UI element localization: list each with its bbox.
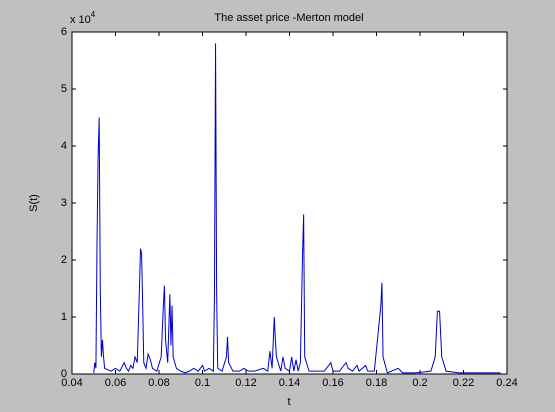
y-tick-label: 5: [61, 83, 67, 95]
x-tick-label: 0.14: [279, 377, 300, 389]
x-tick-label: 0.2: [412, 377, 427, 389]
x-tick-label: 0.1: [195, 377, 210, 389]
x-tick-label: 0.24: [496, 377, 517, 389]
multiplier-exponent: 4: [91, 10, 96, 19]
x-tick-label: 0.18: [366, 377, 387, 389]
y-tick-label: 2: [61, 254, 67, 266]
x-tick-label: 0.22: [453, 377, 474, 389]
y-tick-label: 0: [61, 368, 67, 380]
x-tick-label: 0.16: [322, 377, 343, 389]
axes-box: [71, 31, 508, 375]
x-axis-label: t: [287, 396, 290, 408]
multiplier-base: x 10: [70, 14, 91, 26]
x-tick-label: 0.08: [148, 377, 169, 389]
y-tick-label: 1: [61, 311, 67, 323]
y-multiplier: x 104: [70, 10, 96, 26]
x-tick-label: 0.06: [105, 377, 126, 389]
price-line: [93, 43, 501, 374]
y-tick-label: 3: [61, 197, 67, 209]
x-tick-label: 0.12: [235, 377, 256, 389]
y-tick-label: 4: [61, 140, 67, 152]
chart-title: The asset price -Merton model: [214, 12, 363, 24]
y-axis-label: S(t): [28, 194, 40, 212]
y-tick-label: 6: [61, 26, 67, 38]
x-tick-label: 0.04: [61, 377, 82, 389]
